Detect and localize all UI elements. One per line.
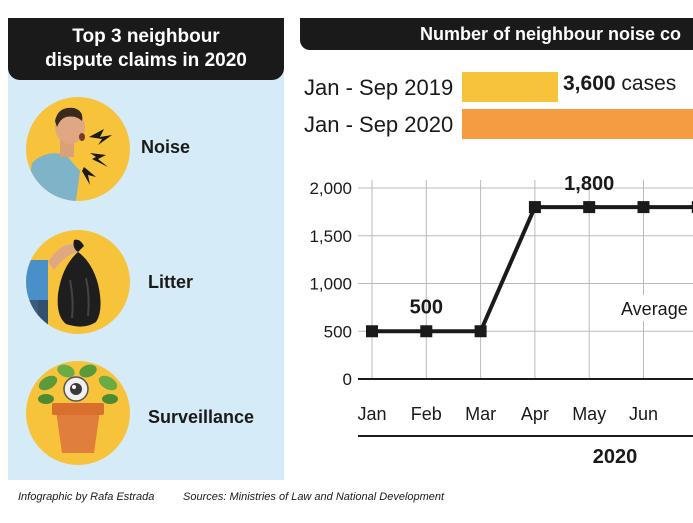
annotation-label: 500 xyxy=(410,296,443,318)
claims-panel-title: Top 3 neighbour dispute claims in 2020 xyxy=(8,18,284,80)
x-tick-label: Mar xyxy=(465,404,496,424)
x-tick-label: May xyxy=(572,404,606,424)
annotation-label: 1,800 xyxy=(564,173,614,195)
x-tick-label: Feb xyxy=(411,404,442,424)
y-tick-label: 500 xyxy=(324,322,352,341)
period-label-2020: Jan - Sep 2020 xyxy=(304,112,454,137)
noise-chart-title: Number of neighbour noise co xyxy=(300,18,693,50)
footer-sources: Sources: Ministries of Law and National … xyxy=(183,491,445,503)
x-tick-label: Jun xyxy=(629,404,658,424)
data-point xyxy=(637,201,650,214)
data-point xyxy=(420,325,433,338)
y-tick-label: 1,000 xyxy=(309,275,352,294)
x-tick-label: Jan xyxy=(357,404,386,424)
bar-2019-value: 3,600 cases xyxy=(563,72,676,96)
claims-title-line-1: Top 3 neighbour xyxy=(72,26,220,47)
average-label-bg xyxy=(616,295,693,321)
bar-2019-value-unit: cases xyxy=(615,72,677,95)
claim-surveillance: Surveillance xyxy=(26,361,266,465)
claim-label-noise: Noise xyxy=(141,137,191,157)
period-label-2019: Jan - Sep 2019 xyxy=(304,75,454,100)
footer-credit: Infographic by Rafa Estrada xyxy=(18,491,155,503)
average-label: Average xyxy=(621,299,688,319)
claim-litter: Litter xyxy=(26,230,266,334)
garbage-bag-icon xyxy=(26,230,130,334)
bar-2020 xyxy=(462,109,693,139)
claim-label-litter: Litter xyxy=(148,272,193,292)
data-point xyxy=(583,201,596,214)
data-point xyxy=(691,201,693,214)
y-tick-label: 0 xyxy=(343,370,352,389)
data-point xyxy=(474,325,487,338)
y-tick-label: 2,000 xyxy=(309,179,352,198)
year-label: 2020 xyxy=(593,446,638,468)
data-point xyxy=(366,325,378,338)
claim-label-surveillance: Surveillance xyxy=(148,407,255,427)
bar-2019 xyxy=(462,72,558,102)
surveillance-eye-plant-icon xyxy=(26,361,130,465)
x-tick-label: Apr xyxy=(521,404,549,424)
data-point xyxy=(528,201,541,214)
y-tick-label: 1,500 xyxy=(309,227,352,246)
claims-title-line-2: dispute claims in 2020 xyxy=(45,50,247,71)
claim-noise: Noise xyxy=(26,97,266,201)
bar-2019-value-number: 3,600 xyxy=(563,72,616,95)
